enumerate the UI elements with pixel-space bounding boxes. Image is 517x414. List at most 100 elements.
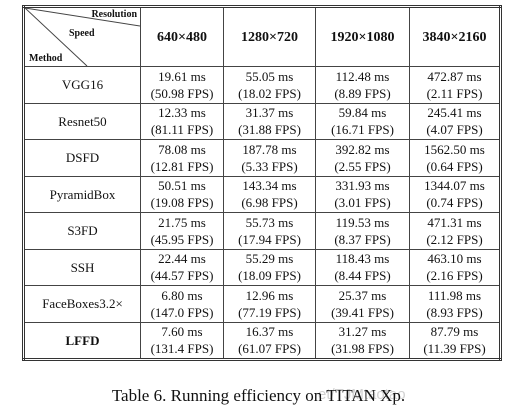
col-label: Resolution xyxy=(91,9,137,20)
time-text: 31.27 ms xyxy=(338,324,387,340)
value-cell: 78.08 ms (12.81 FPS) xyxy=(140,139,224,177)
fps-text: (3.01 FPS) xyxy=(334,195,391,211)
time-text: 463.10 ms xyxy=(427,251,482,267)
time-text: 87.79 ms xyxy=(430,324,479,340)
value-cell: 472.87 ms (2.11 FPS) xyxy=(409,66,501,104)
fps-text: (18.02 FPS) xyxy=(238,85,301,101)
time-text: 1344.07 ms xyxy=(424,178,485,194)
fps-text: (77.19 FPS) xyxy=(238,304,301,320)
time-text: 50.51 ms xyxy=(158,178,206,194)
time-text: 1562.50 ms xyxy=(424,141,485,157)
method-cell: LFFD xyxy=(23,321,141,360)
fps-text: (5.33 FPS) xyxy=(241,158,298,174)
fps-text: (2.55 FPS) xyxy=(334,158,391,174)
value-cell: 187.78 ms (5.33 FPS) xyxy=(223,139,316,177)
method-cell: VGG16 xyxy=(23,66,141,104)
value-cell: 245.41 ms (4.07 FPS) xyxy=(409,102,501,140)
value-cell: 118.43 ms (8.44 FPS) xyxy=(315,248,410,286)
time-text: 392.82 ms xyxy=(335,141,390,157)
time-text: 112.48 ms xyxy=(335,68,390,84)
fps-text: (50.98 FPS) xyxy=(150,85,214,101)
value-cell: 1562.50 ms (0.64 FPS) xyxy=(409,139,501,177)
fps-text: (4.07 FPS) xyxy=(426,122,483,138)
value-cell: 22.44 ms (44.57 FPS) xyxy=(140,248,224,286)
time-text: 111.98 ms xyxy=(427,287,482,303)
fps-text: (8.37 FPS) xyxy=(334,231,391,247)
efficiency-table: Resolution Speed Method 640×480 1280×720 1… xyxy=(22,5,502,361)
fps-text: (19.08 FPS) xyxy=(150,195,214,211)
value-cell: 31.37 ms (31.88 FPS) xyxy=(223,102,316,140)
value-cell: 119.53 ms (8.37 FPS) xyxy=(315,212,410,250)
table-row: S3FD 21.75 ms (45.95 FPS) 55.73 ms (17.94 FP… xyxy=(23,212,501,250)
value-cell: 16.37 ms (61.07 FPS) xyxy=(223,321,316,360)
fps-text: (8.93 FPS) xyxy=(426,304,483,320)
fps-text: (17.94 FPS) xyxy=(238,231,301,247)
method-cell: FaceBoxes3.2× xyxy=(23,285,141,323)
time-text: 118.43 ms xyxy=(335,251,390,267)
diagonal-lines xyxy=(25,8,140,66)
fps-text: (18.09 FPS) xyxy=(238,268,301,284)
time-text: 31.37 ms xyxy=(245,105,294,121)
fps-text: (16.71 FPS) xyxy=(331,122,394,138)
value-cell: 55.05 ms (18.02 FPS) xyxy=(223,66,316,104)
table-row: SSH 22.44 ms (44.57 FPS) 55.29 ms (18.09 FPS… xyxy=(23,248,501,286)
fps-text: (61.07 FPS) xyxy=(238,341,301,357)
column-header: 1920×1080 xyxy=(315,6,410,67)
time-text: 6.80 ms xyxy=(161,287,203,303)
method-cell: SSH xyxy=(23,248,141,286)
method-cell: S3FD xyxy=(23,212,141,250)
fps-text: (39.41 FPS) xyxy=(331,304,394,320)
time-text: 143.34 ms xyxy=(242,178,297,194)
value-cell: 392.82 ms (2.55 FPS) xyxy=(315,139,410,177)
table-row: DSFD 78.08 ms (12.81 FPS) 187.78 ms (5.33 FP… xyxy=(23,139,501,177)
time-text: 21.75 ms xyxy=(158,214,206,230)
fps-text: (31.88 FPS) xyxy=(238,122,301,138)
time-text: 59.84 ms xyxy=(338,105,387,121)
row-label-top: Speed xyxy=(69,28,95,39)
value-cell: 55.29 ms (18.09 FPS) xyxy=(223,248,316,286)
value-cell: 331.93 ms (3.01 FPS) xyxy=(315,175,410,213)
time-text: 119.53 ms xyxy=(335,214,390,230)
time-text: 55.73 ms xyxy=(245,214,294,230)
time-text: 12.96 ms xyxy=(245,287,294,303)
time-text: 245.41 ms xyxy=(427,105,482,121)
time-text: 7.60 ms xyxy=(161,324,203,340)
method-cell: Resnet50 xyxy=(23,102,141,140)
time-text: 25.37 ms xyxy=(338,287,387,303)
row-label: Method xyxy=(29,53,63,64)
column-header: 3840×2160 xyxy=(409,6,501,67)
value-cell: 143.34 ms (6.98 FPS) xyxy=(223,175,316,213)
corner-cell: Resolution Speed Method xyxy=(23,6,141,67)
fps-text: (44.57 FPS) xyxy=(150,268,214,284)
fps-text: (131.4 FPS) xyxy=(150,341,214,357)
value-cell: 21.75 ms (45.95 FPS) xyxy=(140,212,224,250)
time-text: 16.37 ms xyxy=(245,324,294,340)
header-row: Resolution Speed Method 640×480 1280×720 1… xyxy=(23,6,501,67)
watermark: et/TJMtaotao xyxy=(318,386,406,403)
time-text: 78.08 ms xyxy=(158,141,206,157)
table-row: PyramidBox 50.51 ms (19.08 FPS) 143.34 ms (6… xyxy=(23,175,501,213)
time-text: 331.93 ms xyxy=(335,178,390,194)
time-text: 55.29 ms xyxy=(245,251,294,267)
value-cell: 55.73 ms (17.94 FPS) xyxy=(223,212,316,250)
value-cell: 1344.07 ms (0.74 FPS) xyxy=(409,175,501,213)
fps-text: (8.44 FPS) xyxy=(334,268,391,284)
table-row: Resnet50 12.33 ms (81.11 FPS) 31.37 ms (31.8… xyxy=(23,102,501,140)
time-text: 12.33 ms xyxy=(158,105,206,121)
value-cell: 111.98 ms (8.93 FPS) xyxy=(409,285,501,323)
method-cell: DSFD xyxy=(23,139,141,177)
fps-text: (8.89 FPS) xyxy=(334,85,391,101)
fps-text: (6.98 FPS) xyxy=(241,195,298,211)
table-row: LFFD 7.60 ms (131.4 FPS) 16.37 ms (61.07 FPS… xyxy=(23,321,501,360)
fps-text: (147.0 FPS) xyxy=(150,304,214,320)
fps-text: (11.39 FPS) xyxy=(423,341,486,357)
fps-text: (45.95 FPS) xyxy=(150,231,214,247)
value-cell: 6.80 ms (147.0 FPS) xyxy=(140,285,224,323)
time-text: 187.78 ms xyxy=(242,141,297,157)
time-text: 19.61 ms xyxy=(158,68,206,84)
value-cell: 25.37 ms (39.41 FPS) xyxy=(315,285,410,323)
value-cell: 12.33 ms (81.11 FPS) xyxy=(140,102,224,140)
value-cell: 50.51 ms (19.08 FPS) xyxy=(140,175,224,213)
table-row: FaceBoxes3.2× 6.80 ms (147.0 FPS) 12.96 ms(… xyxy=(23,285,501,323)
